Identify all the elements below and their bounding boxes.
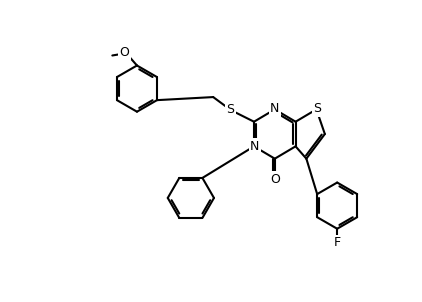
Text: O: O (120, 46, 130, 59)
Text: S: S (313, 102, 321, 115)
Text: F: F (334, 236, 341, 249)
Text: N: N (250, 140, 260, 153)
Text: N: N (270, 102, 279, 115)
Text: O: O (270, 173, 280, 186)
Text: S: S (226, 103, 234, 116)
